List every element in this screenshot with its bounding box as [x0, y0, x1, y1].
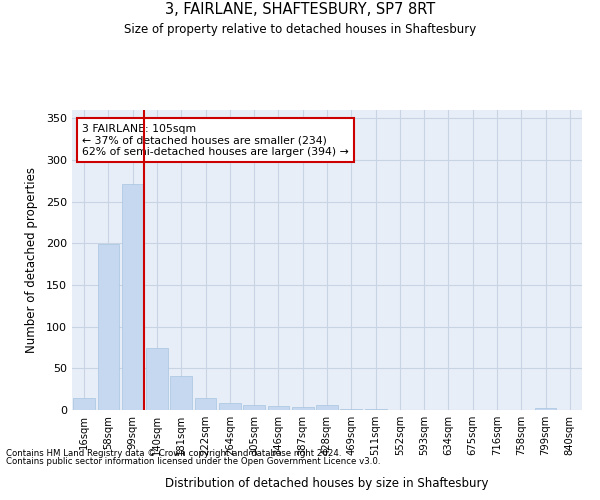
Bar: [146, 348, 168, 410]
Text: Contains HM Land Registry data © Crown copyright and database right 2024.: Contains HM Land Registry data © Crown c…: [6, 448, 341, 458]
Bar: [122, 184, 143, 410]
Bar: [268, 406, 289, 410]
Text: Distribution of detached houses by size in Shaftesbury: Distribution of detached houses by size …: [165, 477, 489, 490]
Bar: [73, 398, 95, 410]
Bar: [340, 409, 362, 410]
Text: 3 FAIRLANE: 105sqm
← 37% of detached houses are smaller (234)
62% of semi-detach: 3 FAIRLANE: 105sqm ← 37% of detached hou…: [82, 124, 349, 156]
Text: 3, FAIRLANE, SHAFTESBURY, SP7 8RT: 3, FAIRLANE, SHAFTESBURY, SP7 8RT: [165, 2, 435, 18]
Bar: [316, 405, 338, 410]
Text: Contains public sector information licensed under the Open Government Licence v3: Contains public sector information licen…: [6, 457, 380, 466]
Bar: [365, 409, 386, 410]
Bar: [243, 405, 265, 410]
Bar: [97, 244, 119, 410]
Y-axis label: Number of detached properties: Number of detached properties: [25, 167, 38, 353]
Bar: [535, 408, 556, 410]
Bar: [219, 402, 241, 410]
Bar: [194, 398, 217, 410]
Bar: [292, 406, 314, 410]
Bar: [170, 376, 192, 410]
Text: Size of property relative to detached houses in Shaftesbury: Size of property relative to detached ho…: [124, 22, 476, 36]
